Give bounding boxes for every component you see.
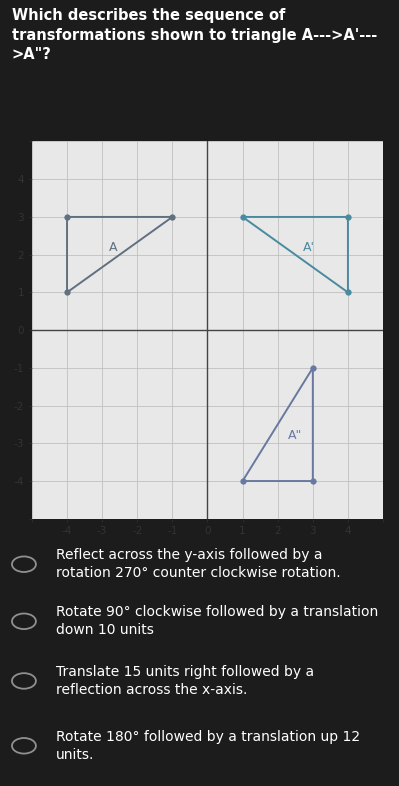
Text: A: A [109,241,117,254]
Text: A": A" [288,429,302,443]
Text: Reflect across the y-axis followed by a
rotation 270° counter clockwise rotation: Reflect across the y-axis followed by a … [56,549,340,580]
Text: A': A' [303,241,315,254]
Text: Which describes the sequence of
transformations shown to triangle A--->A'---
>A": Which describes the sequence of transfor… [12,8,377,62]
Text: Rotate 180° followed by a translation up 12
units.: Rotate 180° followed by a translation up… [56,730,360,762]
Text: Translate 15 units right followed by a
reflection across the x-axis.: Translate 15 units right followed by a r… [56,665,314,697]
Text: Rotate 90° clockwise followed by a translation
down 10 units: Rotate 90° clockwise followed by a trans… [56,605,378,637]
